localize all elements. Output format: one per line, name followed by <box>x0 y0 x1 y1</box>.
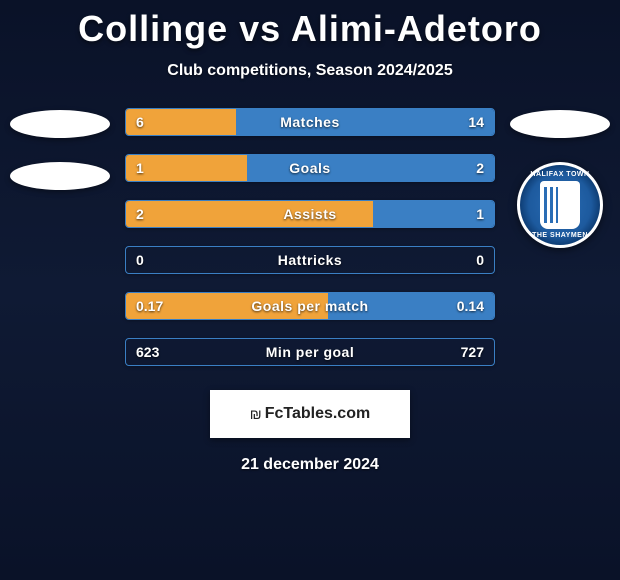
stat-value-right: 727 <box>461 344 484 360</box>
stat-value-right: 0.14 <box>457 298 484 314</box>
title-player1: Collinge <box>78 8 228 49</box>
crest-text-bottom: THE SHAYMEN <box>520 232 600 239</box>
stat-row: 1 Goals 2 <box>125 154 495 182</box>
stat-row: 0.17 Goals per match 0.14 <box>125 292 495 320</box>
stat-value-left: 0 <box>136 252 144 268</box>
player2-badge-column: HALIFAX TOWN THE SHAYMEN <box>510 110 610 248</box>
comparison-infographic: Collinge vs Alimi-Adetoro Club competiti… <box>0 0 620 580</box>
stat-value-left: 2 <box>136 206 144 222</box>
stat-row: 6 Matches 14 <box>125 108 495 136</box>
player1-oval-1 <box>10 110 110 138</box>
stat-label: Min per goal <box>266 344 354 360</box>
chart-area: HALIFAX TOWN THE SHAYMEN 6 Matches 14 1 Goal… <box>0 108 620 366</box>
stat-fill-right <box>247 155 494 181</box>
page-title: Collinge vs Alimi-Adetoro <box>78 8 542 50</box>
crest-text-top: HALIFAX TOWN <box>520 171 600 178</box>
date-text: 21 december 2024 <box>241 456 379 474</box>
player1-oval-2 <box>10 162 110 190</box>
stat-row: 623 Min per goal 727 <box>125 338 495 366</box>
stat-label: Goals <box>289 160 330 176</box>
crest-shield-icon <box>540 181 580 229</box>
stat-fill-left <box>126 155 247 181</box>
stat-value-left: 623 <box>136 344 159 360</box>
brand-text: FcTables.com <box>265 405 371 423</box>
stat-value-right: 1 <box>476 206 484 222</box>
brand-icon: ₪ <box>250 406 261 422</box>
title-vs: vs <box>239 8 281 49</box>
title-player2: Alimi-Adetoro <box>291 8 542 49</box>
stat-row: 0 Hattricks 0 <box>125 246 495 274</box>
player2-oval <box>510 110 610 138</box>
stat-value-right: 14 <box>468 114 484 130</box>
subtitle: Club competitions, Season 2024/2025 <box>167 62 452 80</box>
stat-value-right: 0 <box>476 252 484 268</box>
stat-label: Matches <box>280 114 340 130</box>
club-crest: HALIFAX TOWN THE SHAYMEN <box>517 162 603 248</box>
stat-fill-right <box>236 109 494 135</box>
stat-rows: 6 Matches 14 1 Goals 2 2 Assists 1 0 Hattricks 0 0.1… <box>125 108 495 366</box>
brand-badge: ₪ FcTables.com <box>210 390 410 438</box>
stat-label: Assists <box>283 206 336 222</box>
stat-value-left: 1 <box>136 160 144 176</box>
stat-value-left: 6 <box>136 114 144 130</box>
stat-row: 2 Assists 1 <box>125 200 495 228</box>
player1-badge-column <box>10 110 110 190</box>
stat-value-left: 0.17 <box>136 298 163 314</box>
stat-label: Goals per match <box>251 298 368 314</box>
stat-value-right: 2 <box>476 160 484 176</box>
stat-label: Hattricks <box>278 252 342 268</box>
